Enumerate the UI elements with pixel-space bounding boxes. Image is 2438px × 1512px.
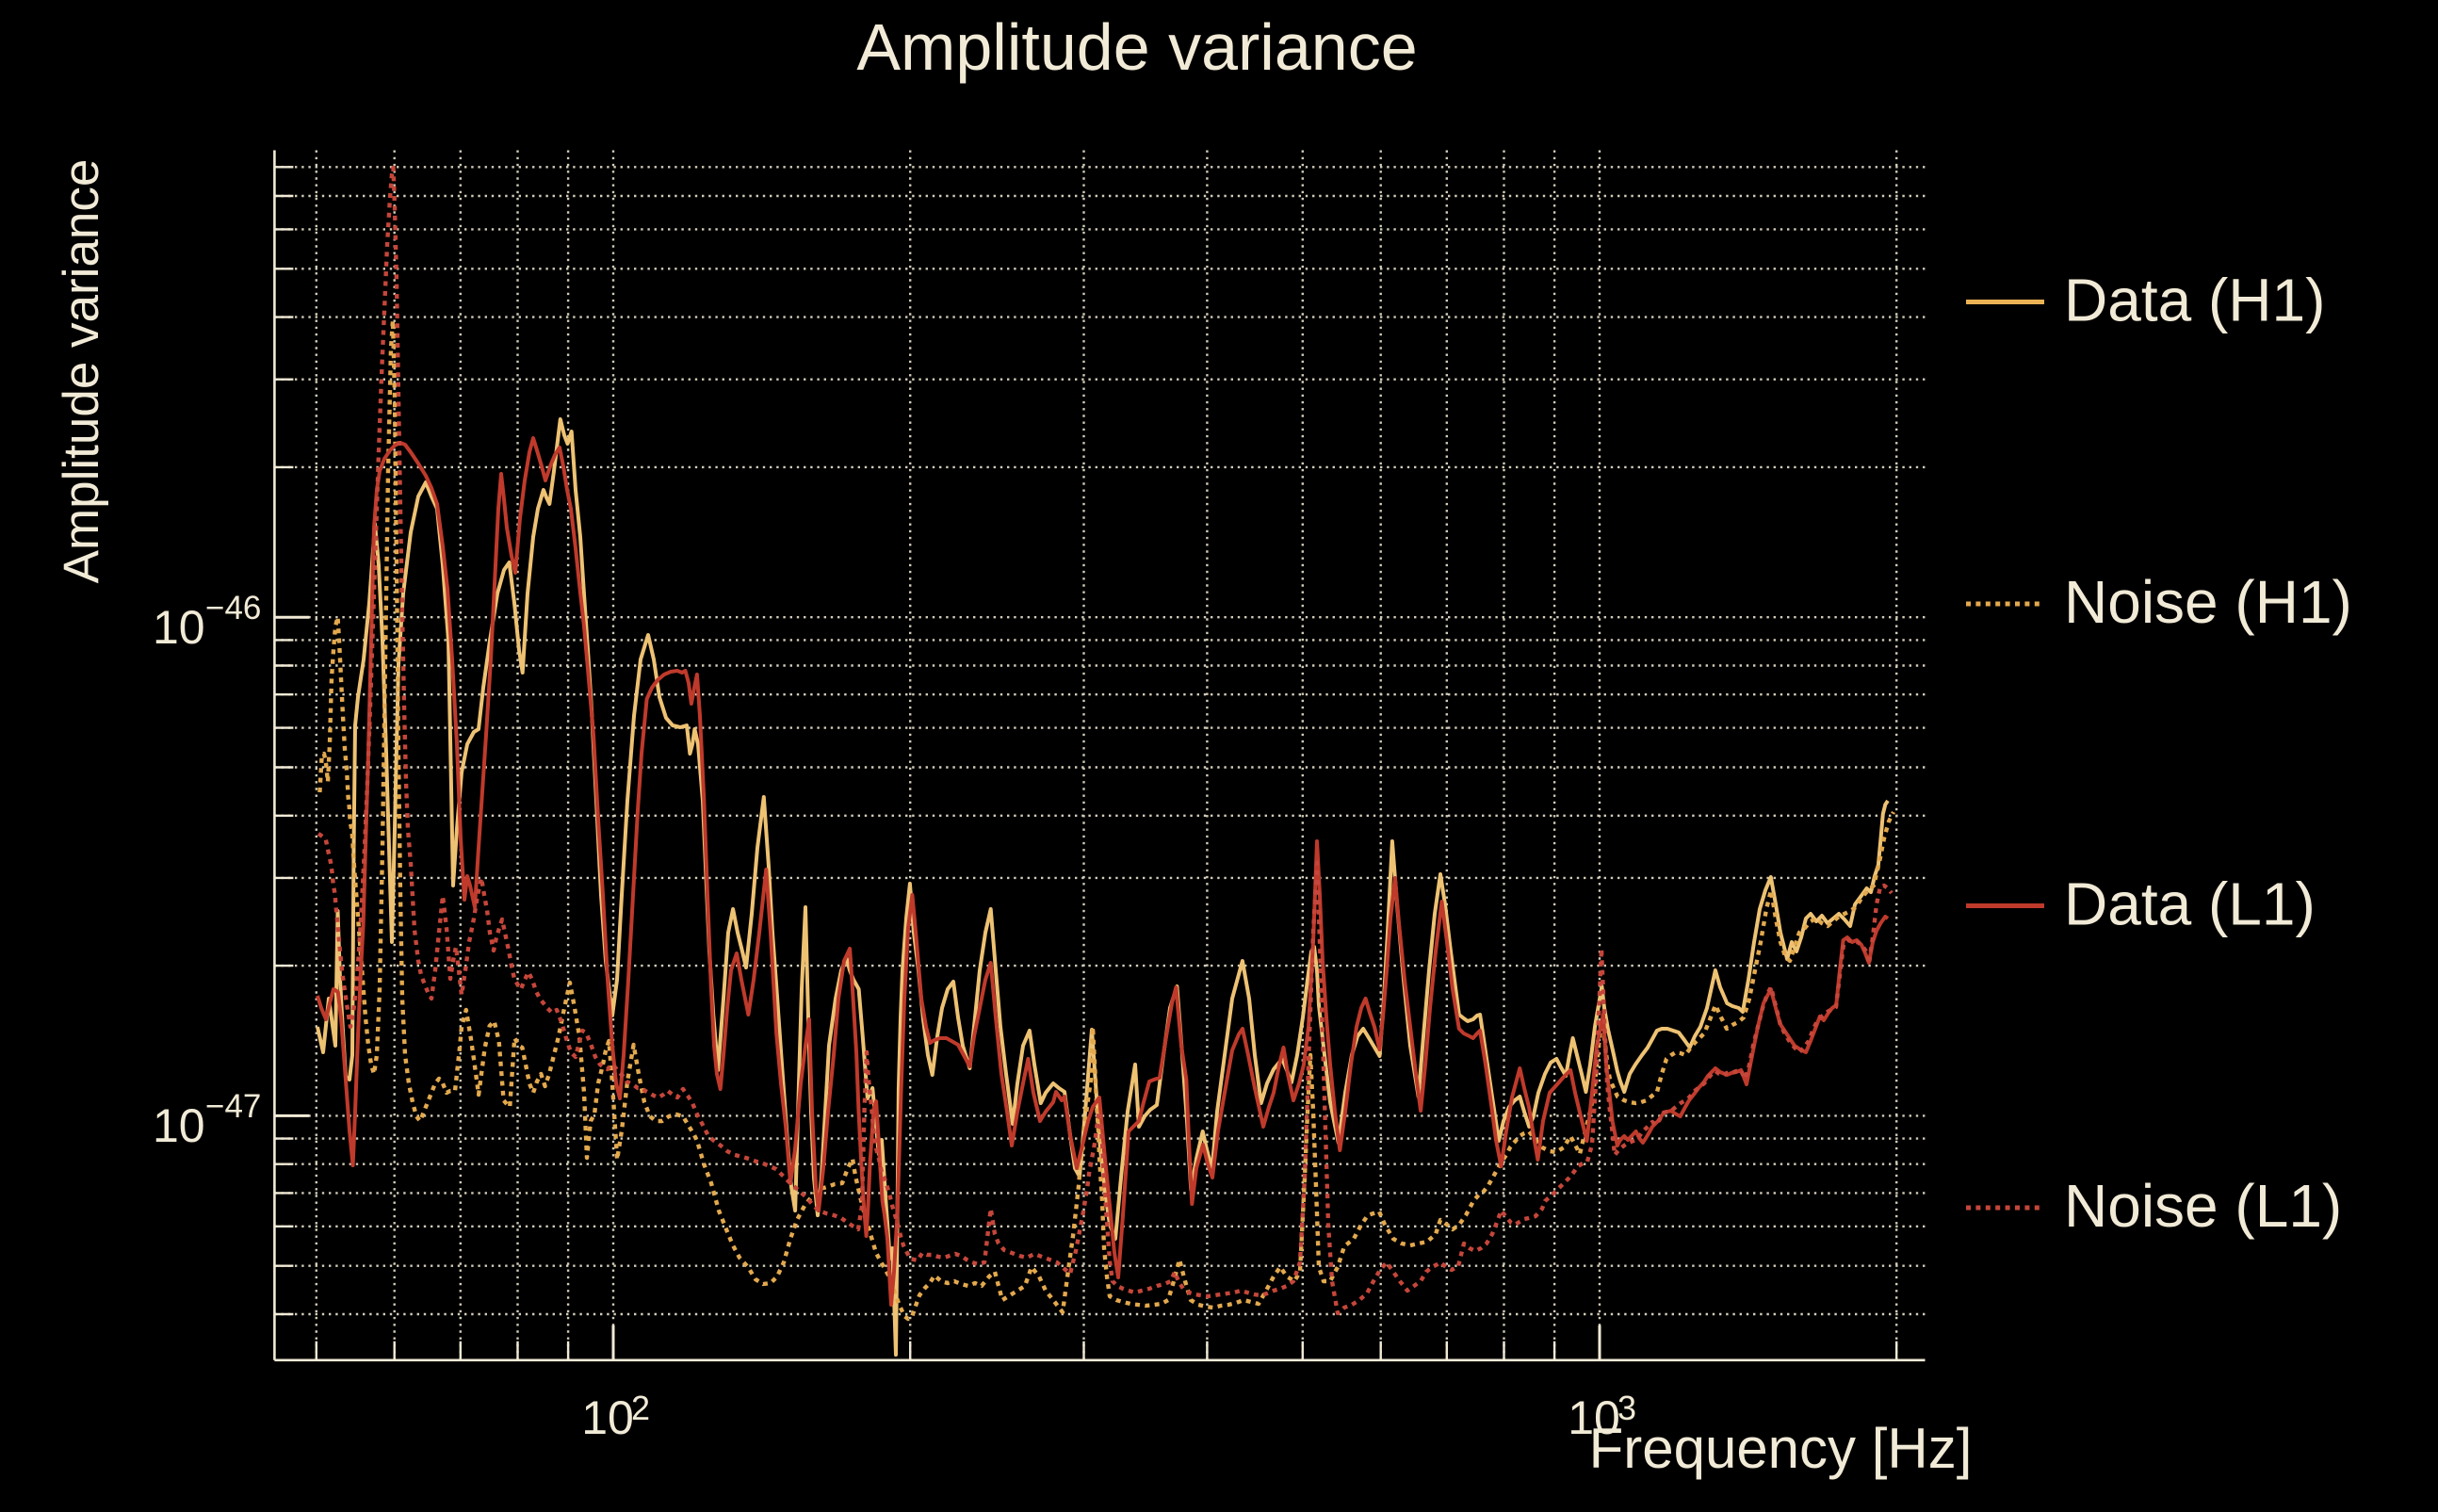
svg-text:103: 103	[1568, 1389, 1636, 1444]
svg-text:Data (H1): Data (H1)	[2064, 267, 2325, 334]
svg-text:Data (L1): Data (L1)	[2064, 870, 2316, 938]
svg-text:102: 102	[581, 1389, 650, 1444]
svg-text:Frequency [Hz]: Frequency [Hz]	[1589, 1417, 1973, 1480]
svg-text:Amplitude variance: Amplitude variance	[54, 159, 109, 584]
svg-text:10−46: 10−46	[153, 590, 261, 654]
svg-text:Amplitude variance: Amplitude variance	[856, 10, 1417, 84]
svg-text:Noise (H1): Noise (H1)	[2064, 568, 2352, 636]
svg-text:10−47: 10−47	[153, 1088, 261, 1152]
svg-text:Noise (L1): Noise (L1)	[2064, 1172, 2342, 1240]
